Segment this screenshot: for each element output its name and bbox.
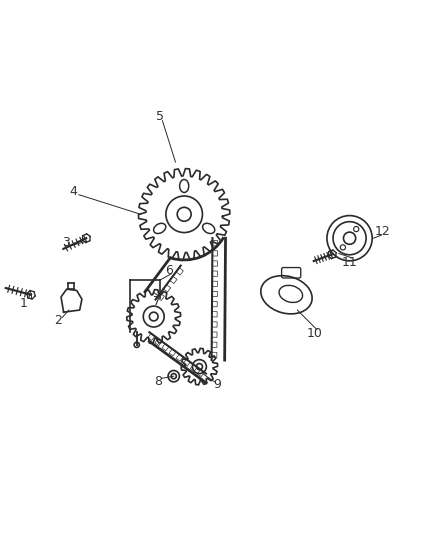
Text: 1: 1	[20, 297, 28, 310]
Text: 2: 2	[54, 314, 62, 327]
Text: 10: 10	[307, 327, 323, 341]
Text: 12: 12	[374, 225, 390, 238]
Text: 5: 5	[156, 110, 164, 123]
Text: 4: 4	[69, 185, 77, 198]
Text: 7: 7	[153, 295, 161, 308]
Text: 8: 8	[154, 375, 162, 389]
Text: 11: 11	[342, 256, 357, 269]
Text: 9: 9	[213, 378, 221, 391]
Text: 6: 6	[165, 264, 173, 277]
Text: 3: 3	[62, 236, 70, 249]
